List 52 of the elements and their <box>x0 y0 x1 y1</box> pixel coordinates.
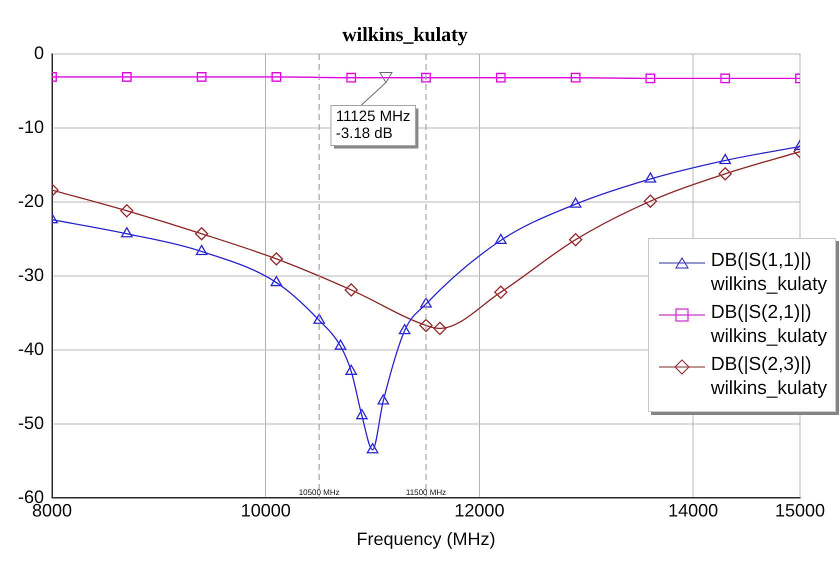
point <box>421 72 431 83</box>
x-tick-label: 10000 <box>240 500 291 521</box>
x-tick-label: 14000 <box>668 500 718 521</box>
point <box>334 340 346 350</box>
point <box>344 283 358 297</box>
legend-label: DB(|S(1,1)|) wilkins_kulaty <box>710 249 827 297</box>
point <box>346 72 356 83</box>
point <box>272 72 282 82</box>
y-tick-label: -50 <box>18 412 44 433</box>
point <box>120 227 133 238</box>
x-tick-label: 15000 <box>774 500 826 521</box>
point <box>570 198 582 208</box>
point <box>122 72 132 82</box>
point <box>419 318 433 332</box>
point <box>270 276 282 286</box>
y-tick-label: -30 <box>18 264 44 285</box>
y-tick-label: -10 <box>18 116 44 137</box>
point <box>494 234 507 244</box>
point <box>644 172 656 183</box>
x-axis-title: Frequency (MHz) <box>356 529 496 550</box>
point <box>718 167 732 180</box>
legend-label: DB(|S(2,3)|) wilkins_kulaty <box>710 353 827 401</box>
point <box>496 72 506 83</box>
point <box>345 364 358 375</box>
point <box>644 194 658 208</box>
y-tick-label: -40 <box>18 338 44 359</box>
ref-line-label: 10500 MHz <box>298 488 340 497</box>
chart-title: wilkins_kulaty <box>342 24 468 46</box>
y-tick-label: -20 <box>18 190 44 211</box>
point <box>494 286 508 299</box>
point <box>719 154 732 164</box>
annotation: 11125 MHz -3.18 dB <box>336 108 410 142</box>
point <box>398 324 410 334</box>
point <box>568 233 582 246</box>
point <box>377 394 390 405</box>
point <box>313 314 325 324</box>
y-tick-label: 0 <box>34 42 44 63</box>
point <box>646 74 656 84</box>
point <box>366 443 378 454</box>
point <box>570 72 580 83</box>
ref-line-label: 11500 MHz <box>406 488 446 497</box>
point <box>196 72 207 82</box>
point <box>420 297 432 308</box>
point <box>720 74 730 84</box>
point <box>356 409 368 420</box>
point <box>194 227 208 240</box>
point <box>120 204 134 218</box>
point <box>196 244 208 256</box>
point <box>433 322 447 336</box>
point <box>270 252 284 266</box>
legend-label: DB(|S(2,1)|) wilkins_kulaty <box>710 301 827 349</box>
x-tick-label: 12000 <box>454 500 504 521</box>
